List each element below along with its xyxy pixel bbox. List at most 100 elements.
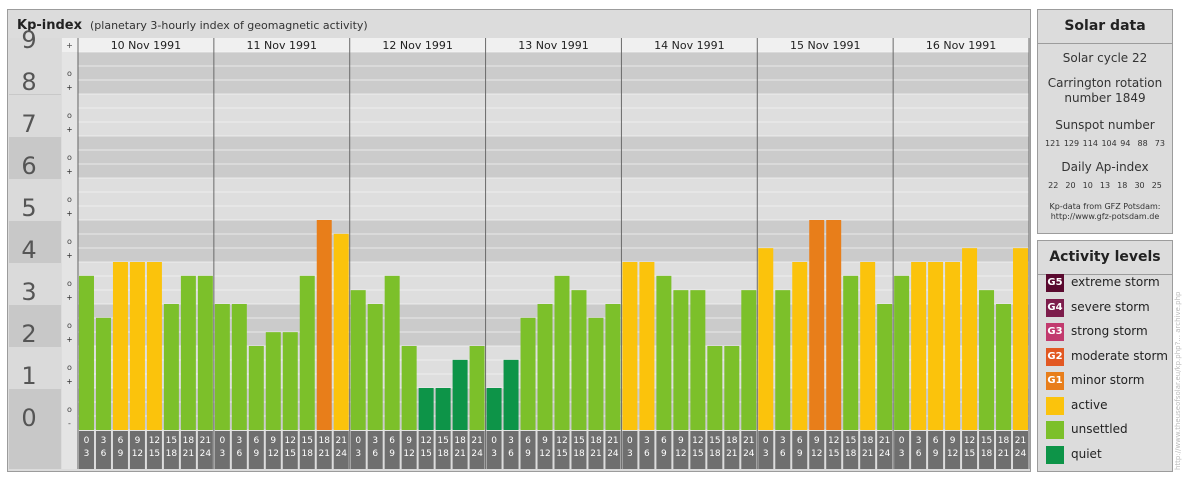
minor-tick: -	[68, 83, 71, 92]
divider	[1038, 274, 1172, 275]
y-tick-label: 9	[21, 26, 36, 54]
divider	[1038, 43, 1172, 44]
hour-end: 12	[268, 449, 279, 459]
y-band	[9, 137, 61, 179]
chart-subtitle: (planetary 3-hourly index of geomagnetic…	[90, 19, 368, 32]
hour-box	[214, 431, 230, 469]
kp-bar	[401, 346, 417, 430]
hour-start: 0	[899, 436, 905, 446]
kp-bar	[146, 262, 162, 430]
hour-start: 9	[542, 436, 548, 446]
hour-start: 12	[285, 436, 296, 446]
date-label: 13 Nov 1991	[518, 39, 588, 52]
hour-end: 15	[149, 449, 160, 459]
minor-tick: o	[67, 363, 72, 372]
hour-box	[316, 431, 332, 469]
legend-swatch	[1046, 421, 1064, 439]
hour-box	[707, 431, 723, 469]
hour-box	[129, 431, 145, 469]
hour-box	[656, 431, 672, 469]
kp-bar	[690, 290, 706, 430]
solar-data-panel: Solar data Solar cycle 22 Carrington rot…	[1037, 9, 1173, 234]
sunspot-title: Sunspot number	[1055, 118, 1155, 132]
hour-start: 21	[743, 436, 754, 446]
hour-box	[163, 431, 179, 469]
kp-bar	[248, 346, 264, 430]
kp-bar	[758, 248, 774, 430]
hour-start: 12	[692, 436, 703, 446]
minor-tick: -	[68, 167, 71, 176]
legend-label: strong storm	[1071, 324, 1148, 338]
hour-box	[639, 431, 655, 469]
kp-bar	[520, 317, 536, 430]
kp-bar	[316, 220, 332, 430]
credit-link[interactable]: http://www.gfz-potsdam.de	[1050, 212, 1160, 221]
minor-tick: -	[68, 335, 71, 344]
kp-bar	[571, 290, 587, 430]
hour-start: 15	[709, 436, 720, 446]
y-band	[9, 95, 61, 137]
kp-bar	[979, 290, 995, 430]
hour-box	[758, 431, 774, 469]
hour-start: 6	[118, 436, 124, 446]
legend-label: quiet	[1071, 446, 1102, 461]
hour-end: 9	[389, 449, 395, 459]
hour-start: 6	[661, 436, 667, 446]
hour-box	[826, 431, 842, 469]
hour-box	[673, 431, 689, 469]
hour-box	[418, 431, 434, 469]
kp-bar	[775, 290, 791, 430]
kp-bar	[180, 275, 196, 430]
hour-start: 0	[84, 436, 90, 446]
hour-end: 9	[661, 449, 667, 459]
hour-end: 6	[508, 449, 514, 459]
kp-bar	[197, 275, 213, 430]
hour-end: 18	[166, 449, 178, 459]
hour-box	[860, 431, 876, 469]
hour-box	[605, 431, 621, 469]
hour-start: 3	[372, 436, 378, 446]
hour-start: 6	[253, 436, 259, 446]
kp-bar	[418, 388, 434, 430]
date-label: 15 Nov 1991	[790, 39, 860, 52]
hour-end: 15	[556, 449, 567, 459]
hour-box	[1013, 431, 1028, 469]
y-band	[9, 347, 61, 389]
hour-end: 6	[644, 449, 650, 459]
hour-start: 21	[335, 436, 346, 446]
hour-box	[962, 431, 978, 469]
kp-bar	[996, 304, 1012, 430]
kp-bar	[452, 359, 468, 430]
hour-start: 12	[420, 436, 431, 446]
minor-tick: o	[67, 111, 72, 120]
hour-start: 3	[644, 436, 650, 446]
kp-bar	[911, 262, 927, 430]
minor-tick: +	[66, 41, 73, 50]
kp-bar	[282, 332, 298, 430]
kp-bar	[928, 262, 944, 430]
y-band	[9, 263, 61, 305]
hour-start: 15	[437, 436, 448, 446]
date-label: 12 Nov 1991	[382, 39, 452, 52]
hour-box	[775, 431, 791, 469]
kp-bar	[231, 304, 247, 430]
hour-end: 6	[780, 449, 786, 459]
hour-start: 18	[319, 436, 331, 446]
hour-box	[843, 431, 859, 469]
hour-start: 3	[236, 436, 242, 446]
y-band	[9, 38, 61, 94]
hour-end: 15	[692, 449, 703, 459]
kp-bar	[894, 275, 910, 430]
hour-box	[333, 431, 349, 469]
minor-tick: -	[68, 251, 71, 260]
kp-bar	[741, 290, 757, 430]
plot-band	[78, 136, 1029, 178]
hour-start: 6	[525, 436, 531, 446]
hour-end: 21	[183, 449, 194, 459]
kp-bar	[588, 317, 604, 430]
kp-bar	[214, 304, 230, 430]
carrington-rotation-line2: number 1849	[1064, 91, 1146, 105]
hour-end: 3	[627, 449, 633, 459]
kp-bar	[163, 304, 179, 430]
kp-bar	[537, 304, 553, 430]
